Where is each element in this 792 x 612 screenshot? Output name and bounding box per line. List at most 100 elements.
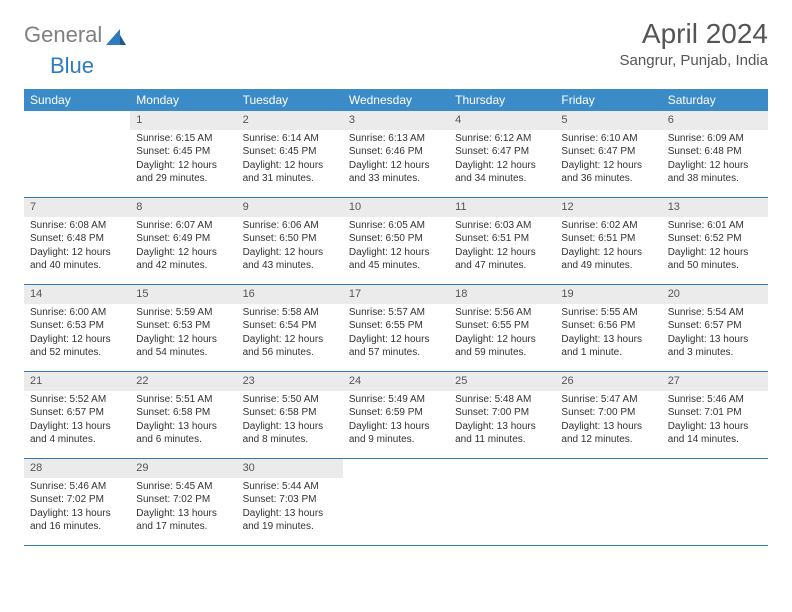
day-number: 23	[237, 372, 343, 391]
daylight-text: and 52 minutes.	[30, 346, 124, 360]
sunrise-text: Sunrise: 5:57 AM	[349, 306, 443, 320]
day-cell: 17Sunrise: 5:57 AMSunset: 6:55 PMDayligh…	[343, 285, 449, 371]
daylight-text: Daylight: 12 hours	[455, 333, 549, 347]
sunset-text: Sunset: 6:53 PM	[30, 319, 124, 333]
daylight-text: and 57 minutes.	[349, 346, 443, 360]
day-cell	[343, 459, 449, 545]
day-number: 9	[237, 198, 343, 217]
daylight-text: and 59 minutes.	[455, 346, 549, 360]
title-block: April 2024 Sangrur, Punjab, India	[620, 18, 768, 69]
daylight-text: Daylight: 12 hours	[243, 246, 337, 260]
week-row: 28Sunrise: 5:46 AMSunset: 7:02 PMDayligh…	[24, 459, 768, 546]
day-cell: 7Sunrise: 6:08 AMSunset: 6:48 PMDaylight…	[24, 198, 130, 284]
day-body: Sunrise: 5:56 AMSunset: 6:55 PMDaylight:…	[449, 304, 555, 366]
daylight-text: Daylight: 13 hours	[136, 420, 230, 434]
day-body: Sunrise: 6:06 AMSunset: 6:50 PMDaylight:…	[237, 217, 343, 279]
daylight-text: Daylight: 13 hours	[349, 420, 443, 434]
weeks-container: 1Sunrise: 6:15 AMSunset: 6:45 PMDaylight…	[24, 111, 768, 546]
daylight-text: Daylight: 12 hours	[243, 333, 337, 347]
day-cell: 1Sunrise: 6:15 AMSunset: 6:45 PMDaylight…	[130, 111, 236, 197]
day-number: 22	[130, 372, 236, 391]
day-body: Sunrise: 5:55 AMSunset: 6:56 PMDaylight:…	[555, 304, 661, 366]
day-number: 7	[24, 198, 130, 217]
sunset-text: Sunset: 6:47 PM	[455, 145, 549, 159]
sunrise-text: Sunrise: 6:03 AM	[455, 219, 549, 233]
daylight-text: Daylight: 12 hours	[30, 246, 124, 260]
day-cell: 4Sunrise: 6:12 AMSunset: 6:47 PMDaylight…	[449, 111, 555, 197]
sunrise-text: Sunrise: 5:54 AM	[668, 306, 762, 320]
daylight-text: Daylight: 13 hours	[561, 420, 655, 434]
day-header: Sunday	[24, 89, 130, 111]
day-body: Sunrise: 5:58 AMSunset: 6:54 PMDaylight:…	[237, 304, 343, 366]
sunset-text: Sunset: 6:52 PM	[668, 232, 762, 246]
daylight-text: and 33 minutes.	[349, 172, 443, 186]
daylight-text: Daylight: 13 hours	[136, 507, 230, 521]
day-number: 27	[662, 372, 768, 391]
day-body: Sunrise: 5:57 AMSunset: 6:55 PMDaylight:…	[343, 304, 449, 366]
day-cell: 3Sunrise: 6:13 AMSunset: 6:46 PMDaylight…	[343, 111, 449, 197]
sunset-text: Sunset: 6:48 PM	[30, 232, 124, 246]
week-row: 1Sunrise: 6:15 AMSunset: 6:45 PMDaylight…	[24, 111, 768, 198]
sunset-text: Sunset: 6:54 PM	[243, 319, 337, 333]
daylight-text: and 11 minutes.	[455, 433, 549, 447]
day-body: Sunrise: 5:45 AMSunset: 7:02 PMDaylight:…	[130, 478, 236, 540]
day-body: Sunrise: 6:03 AMSunset: 6:51 PMDaylight:…	[449, 217, 555, 279]
day-body: Sunrise: 5:52 AMSunset: 6:57 PMDaylight:…	[24, 391, 130, 453]
day-body: Sunrise: 5:44 AMSunset: 7:03 PMDaylight:…	[237, 478, 343, 540]
day-number: 1	[130, 111, 236, 130]
sunrise-text: Sunrise: 6:15 AM	[136, 132, 230, 146]
day-number: 6	[662, 111, 768, 130]
sunset-text: Sunset: 6:55 PM	[349, 319, 443, 333]
week-row: 14Sunrise: 6:00 AMSunset: 6:53 PMDayligh…	[24, 285, 768, 372]
daylight-text: and 19 minutes.	[243, 520, 337, 534]
sunset-text: Sunset: 6:45 PM	[136, 145, 230, 159]
daylight-text: Daylight: 12 hours	[136, 333, 230, 347]
day-body: Sunrise: 6:14 AMSunset: 6:45 PMDaylight:…	[237, 130, 343, 192]
sunset-text: Sunset: 7:02 PM	[136, 493, 230, 507]
daylight-text: and 16 minutes.	[30, 520, 124, 534]
daylight-text: Daylight: 12 hours	[455, 159, 549, 173]
day-body: Sunrise: 6:07 AMSunset: 6:49 PMDaylight:…	[130, 217, 236, 279]
sunrise-text: Sunrise: 5:48 AM	[455, 393, 549, 407]
day-cell	[662, 459, 768, 545]
day-number: 11	[449, 198, 555, 217]
day-header-row: SundayMondayTuesdayWednesdayThursdayFrid…	[24, 89, 768, 111]
logo-text-gray: General	[24, 22, 102, 48]
day-number: 30	[237, 459, 343, 478]
day-number: 15	[130, 285, 236, 304]
daylight-text: and 38 minutes.	[668, 172, 762, 186]
sunset-text: Sunset: 6:55 PM	[455, 319, 549, 333]
sunrise-text: Sunrise: 6:10 AM	[561, 132, 655, 146]
day-number: 12	[555, 198, 661, 217]
sunset-text: Sunset: 7:03 PM	[243, 493, 337, 507]
sunrise-text: Sunrise: 5:50 AM	[243, 393, 337, 407]
sunrise-text: Sunrise: 5:55 AM	[561, 306, 655, 320]
day-number: 10	[343, 198, 449, 217]
day-number: 3	[343, 111, 449, 130]
day-body: Sunrise: 6:15 AMSunset: 6:45 PMDaylight:…	[130, 130, 236, 192]
daylight-text: Daylight: 12 hours	[349, 333, 443, 347]
sunrise-text: Sunrise: 5:46 AM	[30, 480, 124, 494]
day-number: 14	[24, 285, 130, 304]
day-cell	[555, 459, 661, 545]
sunrise-text: Sunrise: 5:59 AM	[136, 306, 230, 320]
daylight-text: Daylight: 12 hours	[561, 159, 655, 173]
sunrise-text: Sunrise: 5:47 AM	[561, 393, 655, 407]
day-cell: 19Sunrise: 5:55 AMSunset: 6:56 PMDayligh…	[555, 285, 661, 371]
location: Sangrur, Punjab, India	[620, 52, 768, 69]
day-cell: 27Sunrise: 5:46 AMSunset: 7:01 PMDayligh…	[662, 372, 768, 458]
daylight-text: and 50 minutes.	[668, 259, 762, 273]
sunrise-text: Sunrise: 5:52 AM	[30, 393, 124, 407]
sunset-text: Sunset: 6:51 PM	[455, 232, 549, 246]
day-body: Sunrise: 6:12 AMSunset: 6:47 PMDaylight:…	[449, 130, 555, 192]
daylight-text: and 47 minutes.	[455, 259, 549, 273]
daylight-text: and 45 minutes.	[349, 259, 443, 273]
day-header: Thursday	[449, 89, 555, 111]
daylight-text: and 49 minutes.	[561, 259, 655, 273]
day-body: Sunrise: 6:05 AMSunset: 6:50 PMDaylight:…	[343, 217, 449, 279]
sunrise-text: Sunrise: 6:13 AM	[349, 132, 443, 146]
day-cell: 12Sunrise: 6:02 AMSunset: 6:51 PMDayligh…	[555, 198, 661, 284]
day-body: Sunrise: 6:10 AMSunset: 6:47 PMDaylight:…	[555, 130, 661, 192]
sunset-text: Sunset: 7:00 PM	[455, 406, 549, 420]
day-number: 21	[24, 372, 130, 391]
